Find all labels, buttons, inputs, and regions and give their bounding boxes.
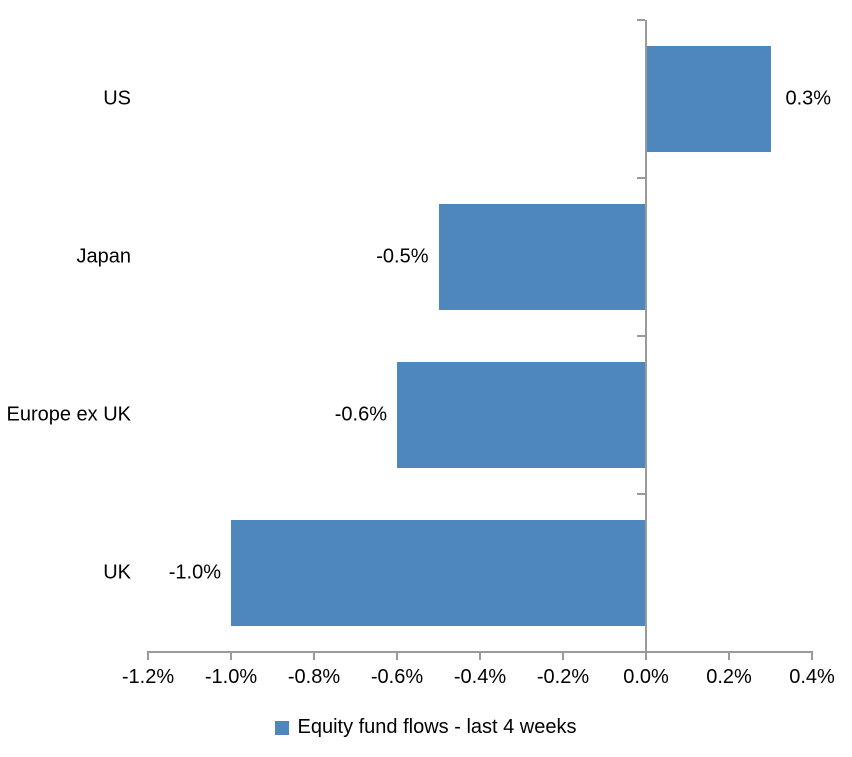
bar-us [647,46,771,152]
y-axis-tick [637,177,645,179]
x-axis-tick [728,653,730,660]
legend-label: Equity fund flows - last 4 weeks [297,716,577,738]
x-axis-tick-label: 0.2% [706,666,752,688]
legend: Equity fund flows - last 4 weeks [0,716,852,739]
x-axis-tick [562,653,564,660]
category-label: Japan [76,245,132,268]
y-axis-tick [637,493,645,495]
data-label: -0.6% [334,403,387,426]
data-label: -0.5% [376,245,429,268]
x-axis-tick [147,653,149,660]
bar-uk [231,520,645,626]
x-axis-tick [811,653,813,660]
y-axis-tick [637,335,645,337]
x-axis-tick-label: -0.4% [453,666,507,688]
bar-japan [438,204,645,310]
category-label: Europe ex UK [6,403,131,426]
x-axis-tick-label: -0.6% [370,666,424,688]
y-axis-tick [637,19,645,21]
legend-swatch-icon [275,720,290,735]
y-axis-zero-line [645,20,647,660]
x-axis-tick-label: -0.2% [536,666,590,688]
category-label: US [103,87,131,110]
x-axis-tick-label: -1.2% [121,666,175,688]
data-label: -1.0% [168,561,221,584]
x-axis-tick-label: -0.8% [287,666,341,688]
x-axis-tick-label: 0.0% [623,666,669,688]
x-axis-tick-label: 0.4% [789,666,835,688]
x-axis-tick [230,653,232,660]
x-axis-tick [479,653,481,660]
category-label: UK [103,561,131,584]
x-axis-tick-label: -1.0% [204,666,258,688]
bar-europe-ex-uk [397,362,645,468]
x-axis-tick [313,653,315,660]
x-axis-tick [396,653,398,660]
data-label: 0.3% [785,87,832,110]
x-axis-tick [645,653,647,660]
x-axis-line [147,651,813,653]
